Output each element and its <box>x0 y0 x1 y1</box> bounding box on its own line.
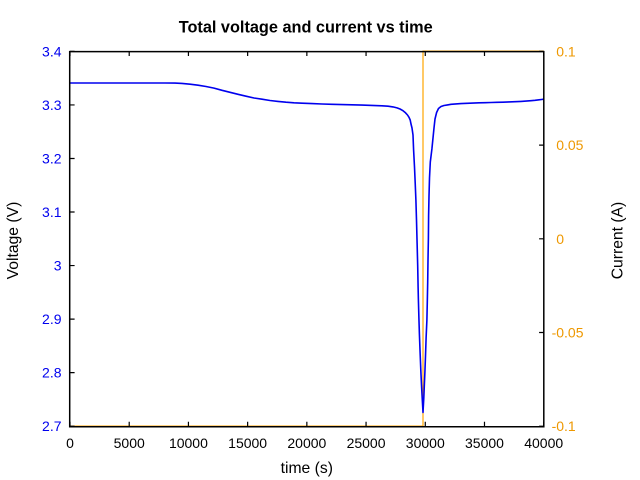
svg-text:3.4: 3.4 <box>42 43 62 59</box>
svg-text:-0.05: -0.05 <box>552 325 584 341</box>
svg-text:5000: 5000 <box>114 435 145 451</box>
svg-text:3.2: 3.2 <box>42 151 62 167</box>
svg-text:3.1: 3.1 <box>42 204 62 220</box>
svg-text:2.7: 2.7 <box>42 418 62 434</box>
svg-text:Total voltage and current vs t: Total voltage and current vs time <box>179 18 433 36</box>
svg-text:Current (A): Current (A) <box>610 202 627 280</box>
svg-text:0.1: 0.1 <box>556 43 576 59</box>
svg-text:2.8: 2.8 <box>42 365 62 381</box>
svg-text:Voltage (V): Voltage (V) <box>5 202 22 280</box>
svg-text:time (s): time (s) <box>281 460 333 477</box>
svg-text:3: 3 <box>54 258 62 274</box>
svg-text:40000: 40000 <box>524 435 563 451</box>
svg-text:2.9: 2.9 <box>42 311 62 327</box>
svg-text:0: 0 <box>556 231 564 247</box>
svg-text:-0.1: -0.1 <box>552 418 576 434</box>
svg-text:35000: 35000 <box>465 435 504 451</box>
svg-text:15000: 15000 <box>228 435 267 451</box>
svg-text:25000: 25000 <box>347 435 386 451</box>
svg-text:0: 0 <box>66 435 74 451</box>
svg-text:20000: 20000 <box>287 435 326 451</box>
svg-text:30000: 30000 <box>406 435 445 451</box>
svg-text:10000: 10000 <box>169 435 208 451</box>
svg-text:3.3: 3.3 <box>42 97 62 113</box>
svg-text:0.05: 0.05 <box>556 137 583 153</box>
